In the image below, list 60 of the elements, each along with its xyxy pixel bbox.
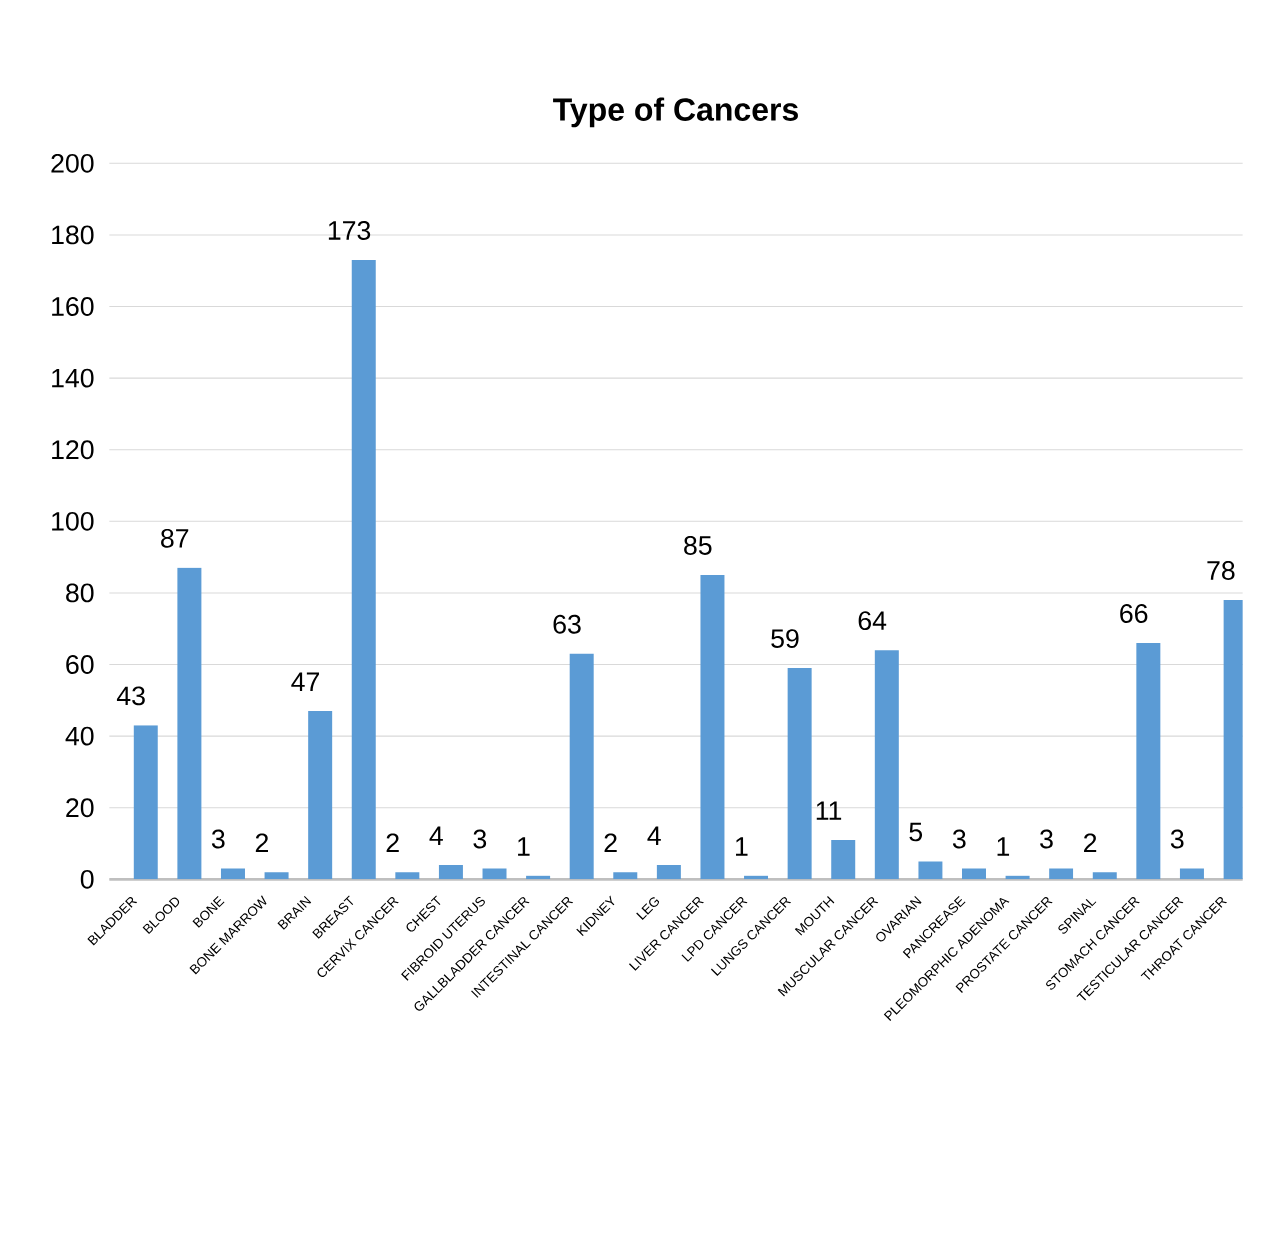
data-label: 11 (816, 801, 842, 820)
data-label: 43 (116, 686, 145, 706)
bar (1179, 868, 1204, 880)
bar (177, 567, 202, 880)
bar (1136, 643, 1161, 880)
bar (133, 725, 158, 880)
data-label: 85 (684, 536, 712, 555)
bar (220, 868, 245, 880)
data-label: 3 (952, 829, 966, 849)
bar (351, 259, 376, 880)
y-tick-label: 20 (66, 798, 94, 818)
bar (1092, 872, 1117, 880)
y-tick-label: 120 (52, 440, 94, 460)
data-label: 87 (161, 528, 189, 548)
data-label: 64 (858, 611, 887, 631)
bar (1049, 868, 1074, 880)
y-tick-label: 0 (80, 869, 94, 889)
data-label: 3 (1170, 829, 1184, 849)
data-label: 4 (647, 826, 661, 845)
data-label: 3 (473, 829, 487, 849)
y-tick-label: 140 (52, 368, 94, 388)
bar (918, 861, 943, 880)
data-label: 2 (386, 833, 399, 853)
y-tick-label: 180 (52, 225, 94, 245)
data-label: 2 (604, 833, 617, 853)
y-tick-label: 160 (52, 297, 94, 316)
data-label: 78 (1207, 561, 1235, 580)
data-label: 59 (771, 629, 799, 648)
bar (831, 839, 856, 880)
bar (308, 711, 333, 880)
chart-title: Type of Cancers (553, 97, 798, 128)
data-label: 5 (909, 822, 923, 842)
data-label: 2 (255, 833, 268, 853)
data-label: 3 (211, 829, 225, 849)
y-tick-label: 200 (51, 153, 94, 173)
bar (962, 868, 986, 880)
data-label: 4 (429, 826, 443, 845)
data-label: 2 (1084, 833, 1097, 853)
bar (787, 668, 812, 880)
bar (438, 864, 463, 880)
data-label: 66 (1120, 604, 1148, 623)
bar (395, 872, 420, 880)
data-label: 3 (1040, 829, 1053, 849)
data-label: 47 (291, 672, 319, 691)
bar (613, 872, 638, 880)
bar (482, 868, 507, 880)
bar (569, 653, 594, 880)
bar (656, 864, 681, 880)
y-tick-label: 60 (66, 655, 94, 674)
data-label: 63 (553, 614, 581, 634)
y-tick-label: 40 (65, 726, 94, 746)
bar (874, 650, 899, 880)
data-label: 1 (997, 837, 1010, 856)
data-label: 1 (518, 837, 530, 856)
y-tick-label: 100 (52, 511, 94, 531)
bar (700, 575, 725, 880)
data-label: 173 (328, 221, 371, 240)
bar (264, 872, 289, 880)
y-tick-label: 80 (66, 583, 94, 603)
data-label: 1 (736, 837, 748, 856)
